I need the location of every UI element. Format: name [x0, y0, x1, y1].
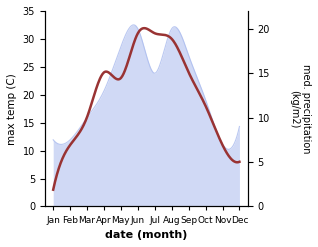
Y-axis label: med. precipitation
(kg/m2): med. precipitation (kg/m2)	[289, 64, 311, 153]
X-axis label: date (month): date (month)	[105, 230, 188, 240]
Y-axis label: max temp (C): max temp (C)	[7, 73, 17, 144]
